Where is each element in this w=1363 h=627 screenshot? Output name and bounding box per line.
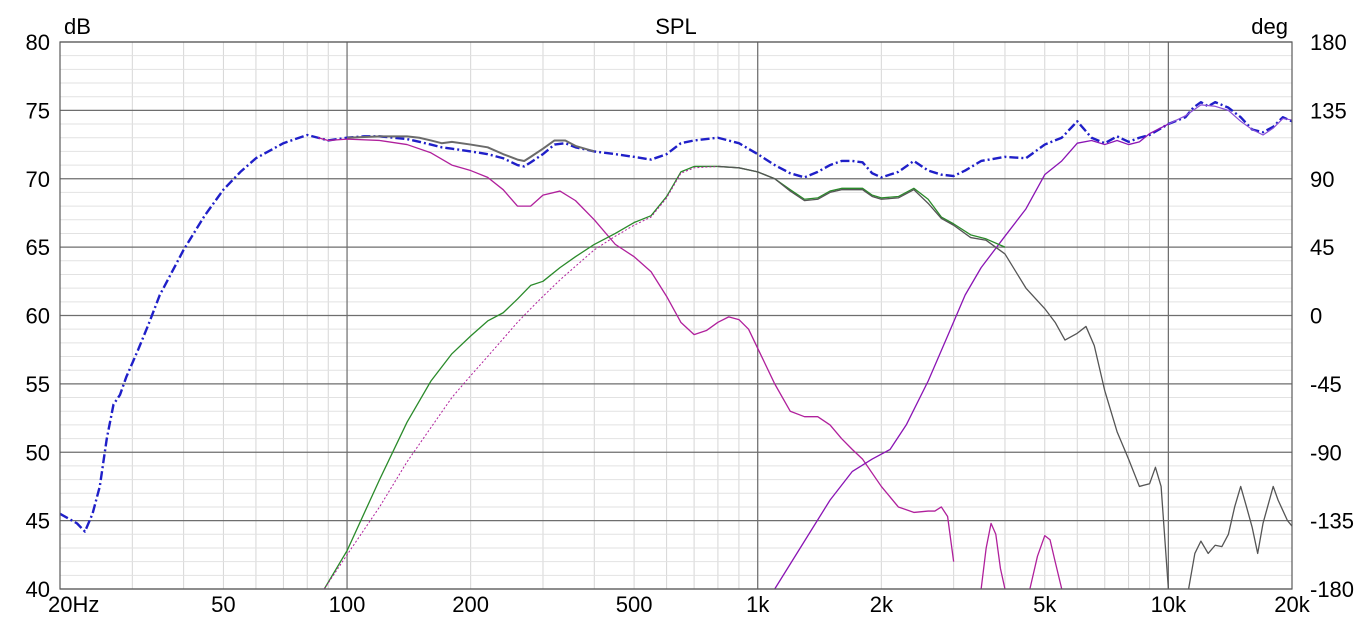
series-line-8	[323, 165, 1006, 590]
series-line-10	[717, 165, 1170, 590]
series-line-1	[59, 100, 1293, 533]
y2-tick-label: -45	[1310, 372, 1342, 397]
x-tick-label: 1k	[746, 592, 770, 617]
y-tick-label: 75	[26, 98, 50, 123]
series-line-3	[1168, 104, 1293, 136]
y2-axis-label: deg	[1251, 14, 1288, 39]
y-tick-label: 55	[26, 372, 50, 397]
y-tick-label: 80	[26, 30, 50, 55]
plot-frame	[59, 41, 1293, 590]
x-tick-label: 500	[616, 592, 653, 617]
y-tick-labels: 80 75 70 65 60 55 50 45 40	[26, 30, 50, 602]
series-line-7	[774, 123, 1169, 590]
x-tick-label: 100	[329, 592, 366, 617]
y-tick-label: 70	[26, 167, 50, 192]
x-tick-label: 2k	[870, 592, 894, 617]
y-tick-label: 65	[26, 235, 50, 260]
y2-tick-label: 135	[1310, 98, 1347, 123]
x-tick-label: 200	[452, 592, 489, 617]
y2-tick-label: -180	[1310, 577, 1354, 602]
y2-tick-label: 0	[1310, 304, 1322, 329]
x-tick-labels: 20Hz 50 100 200 500 1k 2k 5k 10k 20k	[48, 592, 1311, 617]
y2-tick-label: 90	[1310, 167, 1334, 192]
y-tick-label: 40	[26, 577, 50, 602]
y2-tick-label: -135	[1310, 509, 1354, 534]
chart-title: SPL	[655, 14, 697, 39]
y2-tick-labels: 180 135 90 45 0 -45 -90 -135 -180	[1310, 30, 1354, 602]
series-line-2	[346, 135, 595, 162]
y2-tick-label: 180	[1310, 30, 1347, 55]
x-tick-label: 50	[211, 592, 235, 617]
y-tick-label: 60	[26, 304, 50, 329]
series-line-9	[323, 165, 718, 590]
series-layer	[59, 100, 1293, 590]
x-tick-label: 5k	[1033, 592, 1057, 617]
y2-tick-label: 45	[1310, 235, 1334, 260]
series-line-5	[980, 522, 1006, 590]
series-line-4	[317, 137, 955, 562]
series-line-11	[1187, 485, 1293, 590]
series-line-6	[1029, 535, 1063, 590]
y-tick-label: 50	[26, 440, 50, 465]
y-axis-label: dB	[64, 14, 91, 39]
y2-tick-label: -90	[1310, 440, 1342, 465]
y-tick-label: 45	[26, 509, 50, 534]
x-tick-label: 20Hz	[48, 592, 99, 617]
x-tick-label: 20k	[1274, 592, 1310, 617]
x-tick-label: 10k	[1151, 592, 1187, 617]
